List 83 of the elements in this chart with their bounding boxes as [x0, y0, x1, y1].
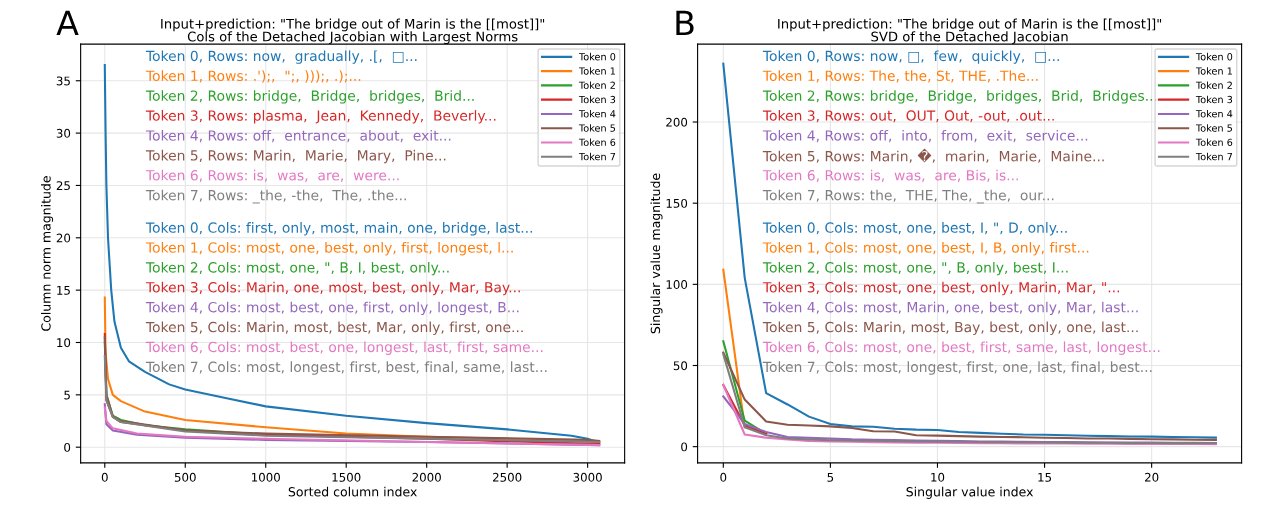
annotation: Token 5, Rows: Marin, Marie, Mary, Pine... — [145, 149, 446, 164]
annotation: Token 4, Rows: off, entrance, about, exit... — [145, 129, 451, 143]
annotation: Token 0, Cols: most, one, best, I, ", D, only... — [762, 222, 1067, 236]
legend-label: Token 4 — [578, 109, 616, 118]
legend-label: Token 7 — [578, 152, 616, 161]
x-tick-label: 3000 — [573, 472, 602, 482]
y-tick-label: 20 — [56, 233, 71, 243]
y-tick-label: 200 — [666, 117, 688, 127]
legend-label: Token 1 — [1195, 67, 1232, 75]
y-axis-title: Column norm magnitude — [41, 176, 54, 331]
legend-label: Token 0 — [1195, 52, 1233, 61]
legend-label: Token 0 — [578, 52, 616, 61]
annotation: Token 3, Cols: Marin, one, most, best, only, Mar, Bay... — [145, 281, 520, 296]
x-axis-title: Singular value index — [906, 486, 1034, 499]
x-tick-label: 1000 — [252, 472, 280, 482]
legend-label: Token 6 — [578, 138, 616, 147]
line-series — [103, 355, 601, 443]
y-tick-label: 5 — [64, 390, 70, 400]
chart-title: Input+prediction: "The bridge out of Marin is the [[most]]" SVD of the Detached Jacobian — [778, 18, 1162, 44]
y-tick-label: 30 — [56, 128, 71, 138]
annotation: Token 7, Rows: the, THE, The, _the, our... — [762, 189, 1054, 204]
y-tick-label: 10 — [57, 338, 71, 348]
x-tick-label: 2000 — [412, 472, 441, 482]
annotation: Token 2, Rows: bridge, Bridge, bridges, Brid... — [145, 90, 474, 104]
annotation: Token 1, Rows: .');, ";, )));, .);... — [145, 70, 361, 83]
x-tick-label: 2500 — [492, 472, 522, 482]
x-tick-label: 500 — [174, 472, 196, 482]
annotation: Token 4, Cols: most, best, one, first, only, longest, B... — [145, 301, 519, 316]
annotation: Token 5, Cols: Marin, most, Bay, best, only, one, last... — [762, 321, 1138, 335]
annotation: Token 7, Cols: most, longest, first, one, last, final, best... — [762, 361, 1152, 375]
x-tick-label: 10 — [931, 472, 945, 482]
x-axis-title: Sorted column index — [288, 486, 417, 497]
annotation: Token 4, Cols: most, Marin, one, best, only, Mar, last... — [762, 301, 1138, 316]
annotation: Token 1, Cols: most, one, best, I, B, only, first... — [762, 241, 1089, 256]
text: B — [676, 10, 694, 36]
line-series — [722, 383, 1217, 446]
legend-label: Token 2 — [1195, 81, 1232, 89]
legend-label: Token 1 — [578, 67, 615, 75]
annotation: Token 1, Cols: most, one, best, only, first, longest, l... — [145, 241, 513, 256]
x-tick-label: 0 — [101, 472, 108, 482]
annotation: Token 3, Cols: most, one, best, only, Marin, Mar, "... — [762, 281, 1120, 296]
annotation: Token 2, Cols: most, one, ", B, I, best, only... — [145, 261, 449, 276]
legend-label: Token 5 — [578, 124, 616, 132]
annotation: Token 3, Rows: plasma, Jean, Kennedy, Beverly... — [145, 110, 496, 124]
annotation: Token 4, Rows: off, into, from, exit, service... — [762, 129, 1088, 143]
legend-label: Token 4 — [1195, 109, 1233, 118]
x-tick-label: 20 — [1145, 472, 1159, 482]
annotation: Token 6, Cols: most, best, one, longest, last, first, same... — [145, 341, 543, 355]
annotation: Token 5, Cols: Marin, most, best, Mar, only, first, one... — [145, 321, 523, 335]
x-tick-label: 5 — [827, 472, 834, 482]
annotation: Token 7, Cols: most, longest, first, best, final, same, last... — [145, 361, 547, 375]
annotation: Token 5, Rows: Marin, �, marin, Marie, Maine... — [762, 148, 1104, 163]
y-tick-label: 150 — [666, 198, 688, 208]
annotation: Token 1, Rows: The, the, St, THE, .The... — [762, 70, 1038, 83]
annotation: Token 6, Rows: is, was, are, Bis, is... — [762, 169, 1018, 182]
chart-title: Input+prediction: "The bridge out of Marin is the [[most]]" Cols of the Detached Jacobian with Largest Norms — [161, 18, 545, 45]
legend-label: Token 6 — [1195, 138, 1233, 147]
legend-label: Token 2 — [578, 81, 615, 89]
y-tick-label: 0 — [681, 442, 688, 452]
y-tick-label: 0 — [64, 442, 71, 452]
legend-label: Token 3 — [1195, 95, 1233, 104]
legend-label: Token 3 — [578, 95, 616, 104]
legend-label: Token 7 — [1195, 152, 1233, 161]
annotation: Token 2, Rows: bridge, Bridge, bridges, Brid, Bridges... — [762, 90, 1157, 104]
y-tick-label: 25 — [56, 181, 70, 191]
y-tick-label: 100 — [666, 280, 688, 289]
y-axis-title: Singular value magnitude — [650, 173, 663, 334]
y-tick-label: 35 — [56, 76, 70, 86]
annotation: Token 0, Cols: first, only, most, main, one, bridge, last... — [145, 222, 533, 236]
annotation: Token 2, Cols: most, one, ", B, only, best, I... — [762, 261, 1068, 276]
y-tick-label: 15 — [57, 286, 70, 295]
annotation: Token 0, Rows: now, gradually, .[, □... — [145, 50, 417, 64]
annotation: Token 6, Rows: is, was, are, were... — [145, 169, 399, 182]
annotation: Token 7, Rows: _the, -the, The, .the... — [145, 189, 406, 204]
annotation: Token 6, Cols: most, one, best, first, same, last, longest... — [762, 341, 1160, 355]
y-tick-label: 50 — [673, 361, 688, 371]
x-tick-label: 0 — [720, 472, 727, 482]
x-tick-label: 15 — [1038, 472, 1052, 482]
legend-label: Token 5 — [1195, 124, 1232, 132]
x-tick-label: 1500 — [332, 472, 361, 482]
text: A — [56, 10, 79, 36]
annotation: Token 3, Rows: out, OUT, Out, -out, .out... — [762, 110, 1054, 123]
annotation: Token 0, Rows: now, □, few, quickly, □... — [762, 50, 1059, 64]
